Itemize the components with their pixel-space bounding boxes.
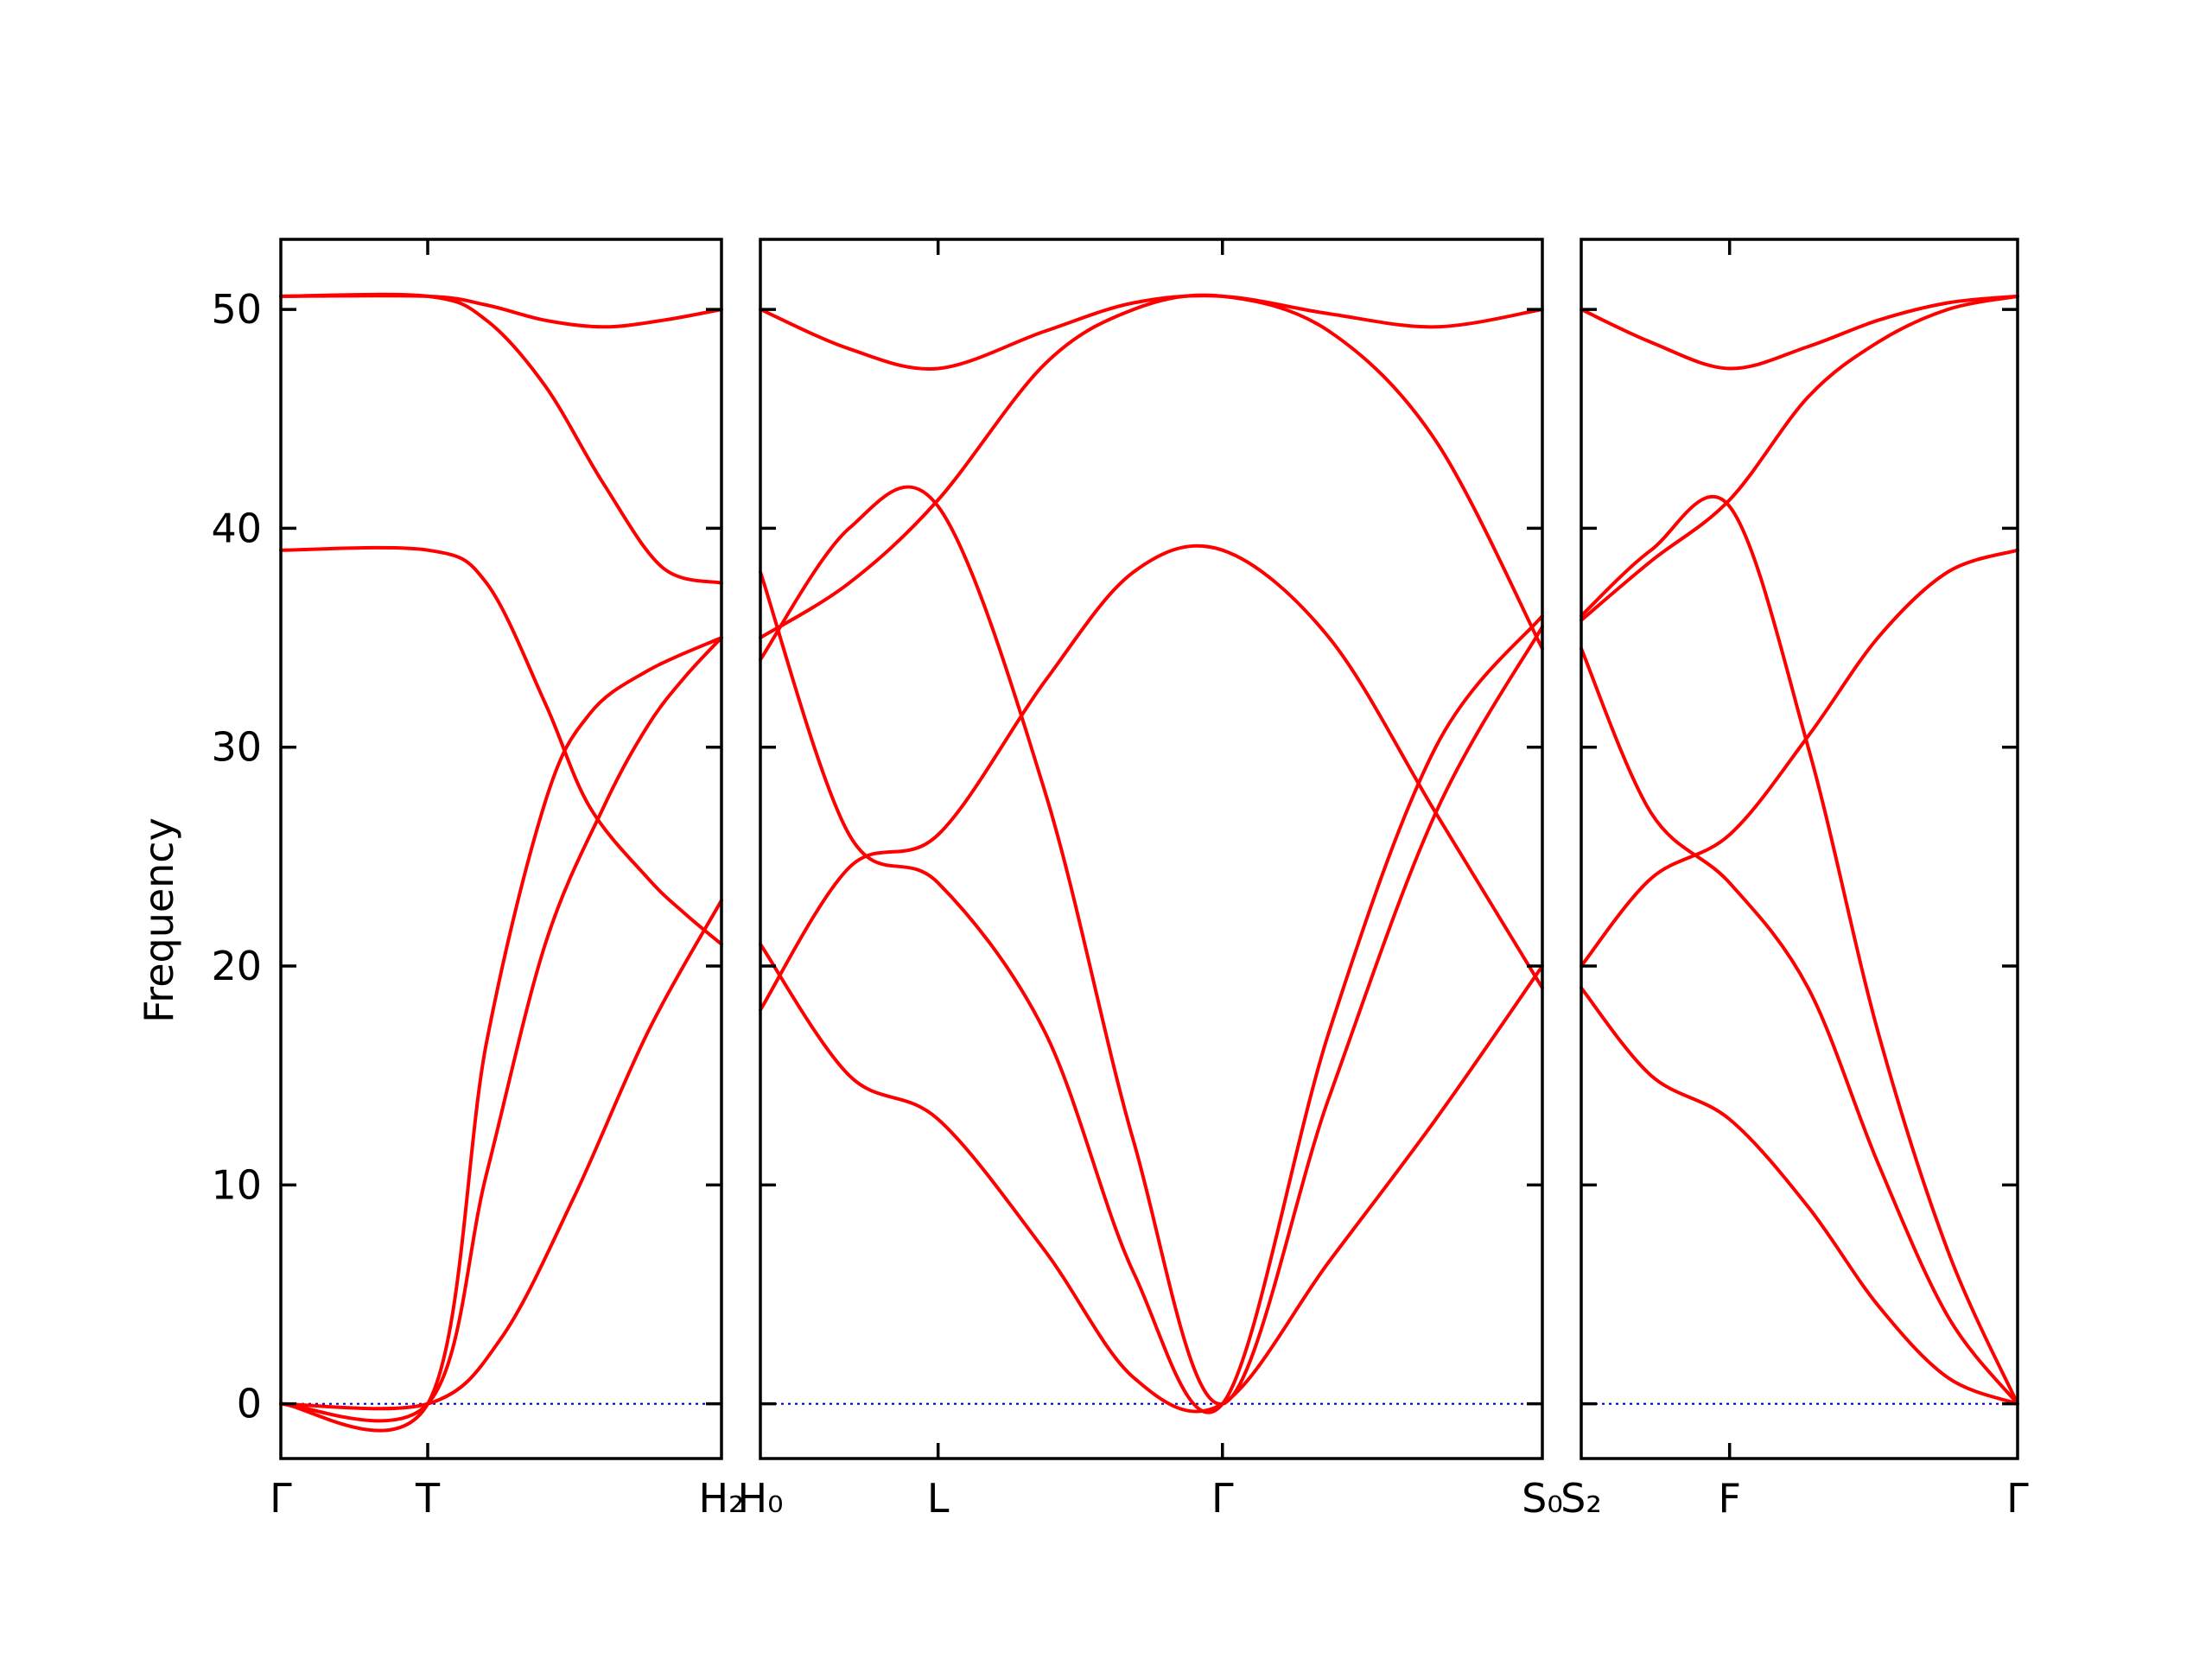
band-line-3	[759, 570, 1544, 1414]
panel-frame	[279, 238, 723, 1460]
y-tick-label: 30	[211, 724, 262, 771]
band-line-6	[279, 294, 723, 329]
x-tick-label: H₂	[698, 1475, 744, 1522]
band-line-2	[1580, 548, 2019, 968]
x-tick-label: T	[415, 1475, 441, 1522]
x-tick-label: H₀	[737, 1475, 783, 1522]
band-line-1	[279, 899, 723, 1411]
x-tick-label: S₀	[1522, 1475, 1563, 1522]
band-line-6	[759, 294, 1544, 371]
band-line-5	[759, 293, 1544, 651]
x-tick-label: F	[1718, 1475, 1740, 1522]
panel-s2-f-gamma: S₂ F Γ	[1560, 238, 2029, 1522]
band-line-6	[1580, 294, 2019, 371]
x-tick-label: Γ	[1211, 1475, 1234, 1522]
band-line-5	[1580, 294, 2019, 622]
band-line-4	[1580, 494, 2019, 1406]
panel-h0-l-gamma-s0: H₀ L Γ S₀	[737, 238, 1563, 1522]
band-line-2	[759, 543, 1544, 1012]
band-line-1	[1580, 986, 2019, 1406]
band-line-5	[279, 292, 723, 585]
band-line-3	[1580, 646, 2019, 1406]
band-line-4	[279, 545, 723, 946]
y-tick-label: 50	[211, 286, 262, 333]
y-tick-label: 40	[211, 505, 262, 551]
y-tick-label: 20	[211, 943, 262, 989]
band-line-1	[759, 942, 1544, 1414]
x-tick-label: S₂	[1560, 1475, 1602, 1522]
x-tick-label: L	[927, 1475, 950, 1522]
x-tick-label: Γ	[2006, 1475, 2029, 1522]
y-tick-label: 0	[237, 1381, 262, 1427]
band-line-4	[759, 485, 1544, 1406]
y-tick-label: 10	[211, 1161, 262, 1208]
panel-frame	[1580, 238, 2019, 1460]
panel-gamma-t-h2: 0 10 20 30 40 50 Γ T H₂	[211, 238, 745, 1522]
band-line-3	[279, 636, 723, 1423]
y-axis-label: Frequency	[136, 817, 182, 1023]
panel-frame	[759, 238, 1544, 1460]
band-line-2	[279, 636, 723, 1433]
x-tick-label: Γ	[270, 1475, 292, 1522]
